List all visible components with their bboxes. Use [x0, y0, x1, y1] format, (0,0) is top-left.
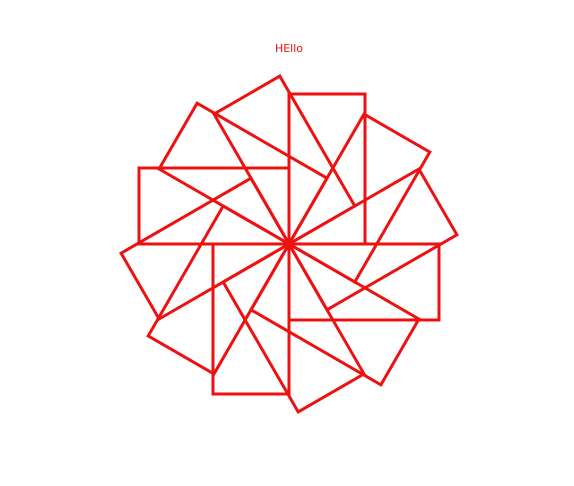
rotated-rectangle: [157, 101, 330, 247]
rotated-rectangle: [211, 242, 291, 396]
rotated-rectangle: [248, 241, 421, 387]
hello-text: HEllo: [274, 42, 304, 55]
rotated-rectangle: [137, 166, 291, 246]
rotated-rectangle: [211, 74, 357, 247]
rotated-rectangle: [221, 241, 367, 414]
rotated-rectangle: [287, 92, 367, 246]
rotated-rectangle: [146, 203, 292, 376]
rotated-rectangle: [119, 176, 292, 322]
